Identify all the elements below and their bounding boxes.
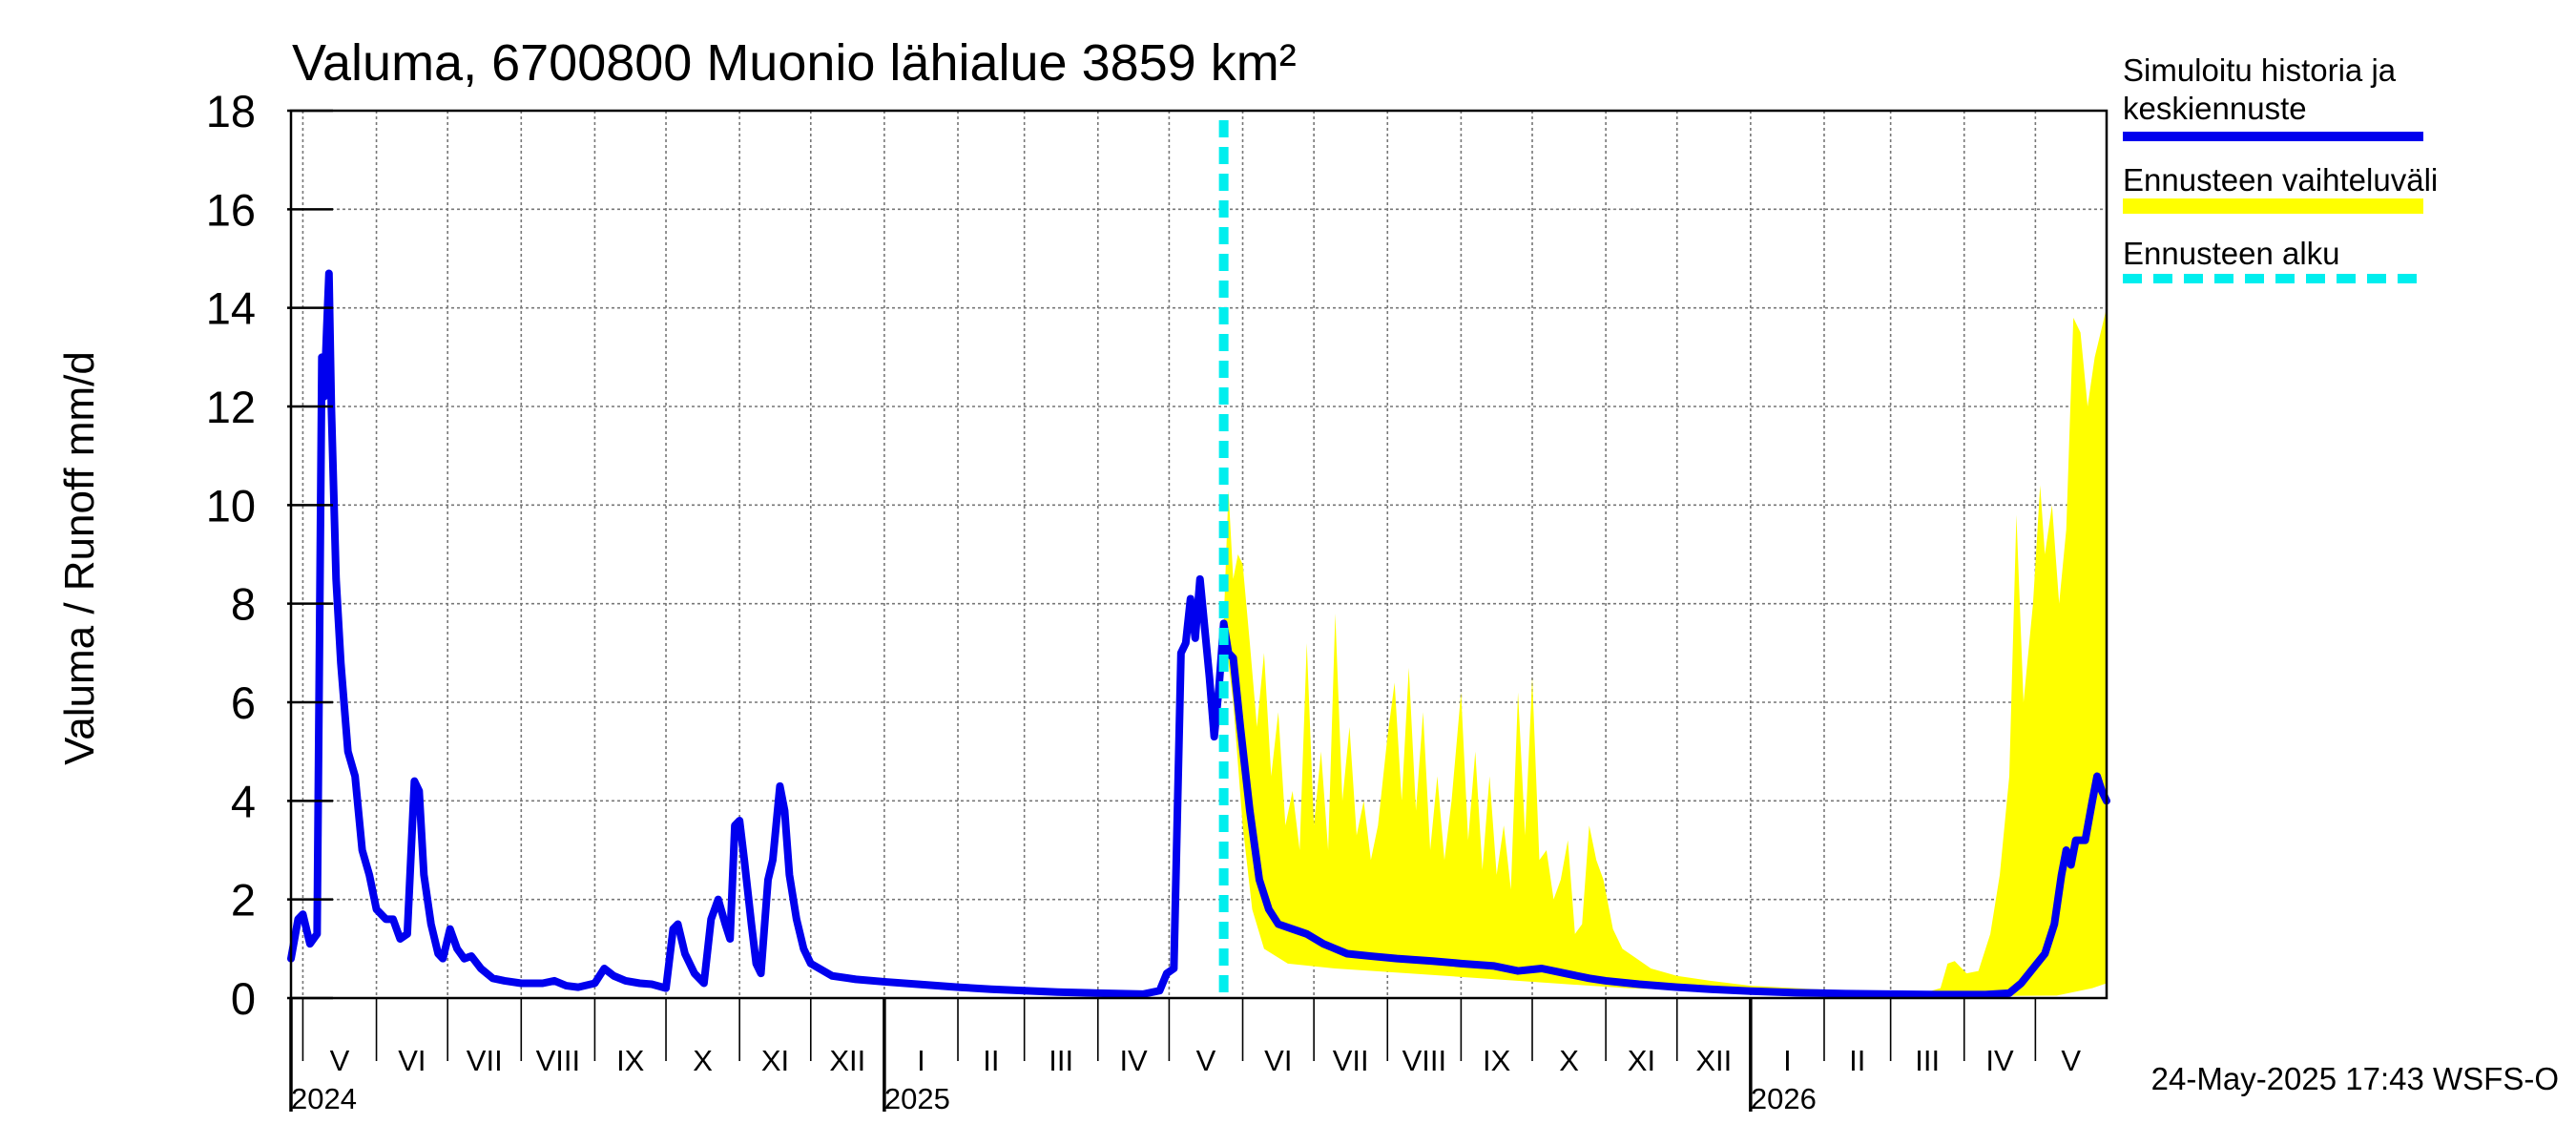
legend: Simuloitu historia ja keskiennuste Ennus… (2123, 52, 2438, 283)
month-label: I (917, 1044, 925, 1077)
month-label: III (1915, 1044, 1940, 1077)
month-label: X (1559, 1044, 1579, 1077)
month-label: XI (1628, 1044, 1655, 1077)
y-tick-label: 6 (231, 677, 256, 728)
plot-frame (289, 109, 2109, 1000)
month-label: VII (1333, 1044, 1369, 1077)
month-label: II (1849, 1044, 1865, 1077)
grid-lines (291, 111, 2107, 998)
year-label: 2025 (884, 1082, 950, 1115)
legend-label-band: Ennusteen vaihteluväli (2123, 162, 2438, 198)
month-label: V (1196, 1044, 1216, 1077)
y-tick-label: 12 (206, 382, 256, 432)
month-label: IV (1985, 1044, 2014, 1077)
month-label: VIII (1402, 1044, 1447, 1077)
month-label: V (330, 1044, 350, 1077)
y-tick-label: 10 (206, 480, 256, 531)
series-line-layer (287, 120, 2110, 999)
month-label: X (693, 1044, 713, 1077)
y-tick-label: 16 (206, 184, 256, 235)
month-label: I (1783, 1044, 1792, 1077)
month-label: VI (1264, 1044, 1292, 1077)
y-tick-label: 2 (231, 875, 256, 926)
month-label: V (2061, 1044, 2081, 1077)
year-label: 2026 (1751, 1082, 1817, 1115)
month-label: VII (467, 1044, 503, 1077)
year-label: 2024 (291, 1082, 357, 1115)
month-label: IV (1119, 1044, 1148, 1077)
y-tick-label: 14 (206, 283, 256, 334)
legend-label-mean: Simuloitu historia ja keskiennuste (2123, 52, 2404, 126)
simulated-mean-line (287, 269, 2110, 999)
month-label: XII (1695, 1044, 1732, 1077)
legend-swatch-band (2123, 198, 2423, 214)
month-label: VIII (536, 1044, 581, 1077)
legend-label-forecast-start: Ennusteen alku (2123, 236, 2340, 271)
legend-swatch-mean (2123, 132, 2423, 141)
month-label: III (1049, 1044, 1073, 1077)
y-tick-label: 4 (231, 776, 256, 826)
month-label: IX (1483, 1044, 1511, 1077)
y-tick-label: 0 (231, 973, 256, 1024)
month-label: II (983, 1044, 999, 1077)
month-label: VI (398, 1044, 426, 1077)
timestamp-footer: 24-May-2025 17:43 WSFS-O (2151, 1061, 2559, 1096)
y-tick-label: 18 (206, 86, 256, 136)
month-label: IX (616, 1044, 645, 1077)
month-label: XII (829, 1044, 865, 1077)
month-label: XI (761, 1044, 789, 1077)
forecast-range-band (1223, 307, 2107, 996)
forecast-band-layer (1223, 307, 2107, 996)
y-tick-label: 8 (231, 579, 256, 630)
chart-title: Valuma, 6700800 Muonio lähialue 3859 km² (292, 34, 1297, 92)
y-axis-label: Valuma / Runoff mm/d (56, 351, 103, 765)
